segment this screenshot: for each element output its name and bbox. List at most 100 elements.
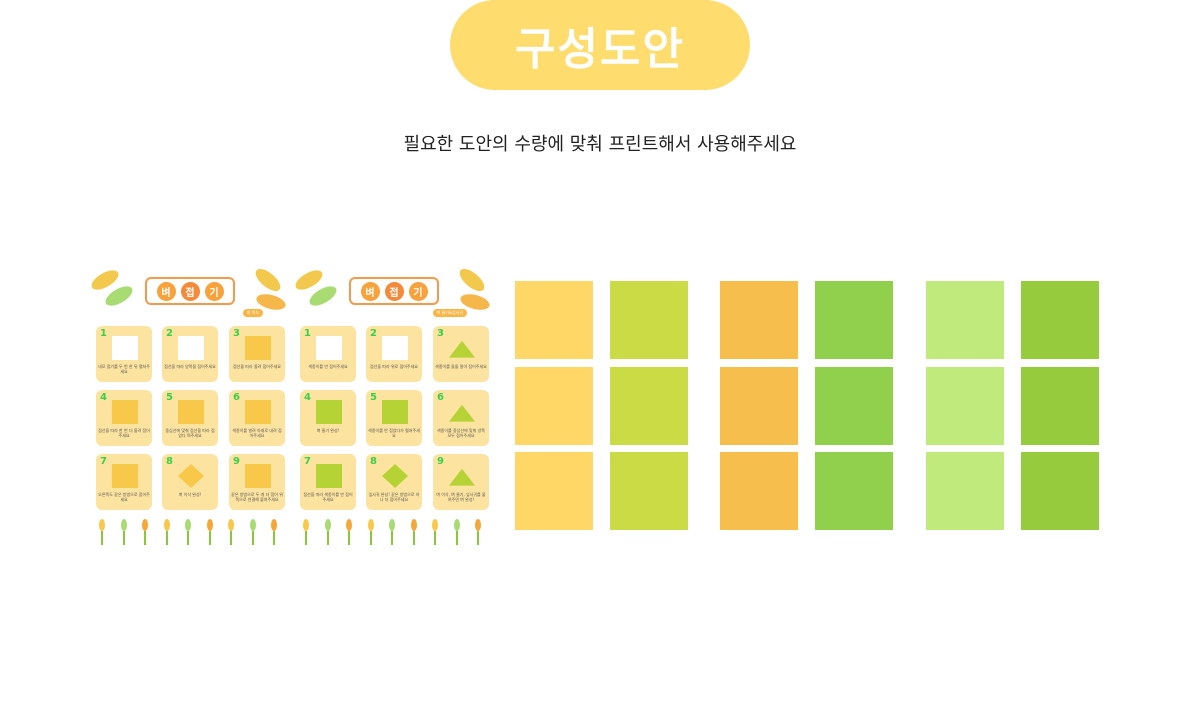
step-illustration (382, 336, 408, 360)
step-illustration (112, 464, 138, 488)
step-card: 8 잎사귀 완성! 같은 방법으로 하나 더 접어주세요 (366, 454, 422, 510)
step-caption: 점선을 따라 색종이를 반 접어주세요 (303, 492, 353, 502)
color-paper-square (926, 367, 1004, 445)
step-number: 5 (166, 392, 173, 403)
step-illustration (112, 336, 138, 360)
rice-sprout-decoration (472, 519, 484, 547)
rice-sprout-decoration (451, 519, 463, 547)
step-card: 5 색종이를 반 접었다가 펼쳐주세요 (366, 390, 422, 446)
rice-sprout-decoration (268, 519, 280, 547)
step-illustration (245, 464, 271, 488)
step-card: 8 벼 이삭 완성! (162, 454, 218, 510)
step-number: 4 (100, 392, 107, 403)
step-number: 8 (166, 456, 173, 467)
step-illustration (178, 464, 204, 488)
step-card: 9 벼 이삭, 벼 줄기, 잎사귀를 붙여주면 벼 완성! (433, 454, 489, 510)
step-number: 3 (437, 328, 444, 339)
step-card: 5 중심선에 맞춰 점선을 따라 접었다 펴주세요 (162, 390, 218, 446)
rice-leaf-decoration (252, 264, 284, 296)
step-card: 9 같은 방법으로 두 개 더 접어 위쪽으로 연결해 붙여주세요 (229, 454, 285, 510)
step-number: 9 (233, 456, 240, 467)
step-card: 2 점선을 따라 위로 접어주세요 (366, 326, 422, 382)
title-char: 접 (384, 281, 404, 301)
section-title-pill: 구성도안 (450, 0, 750, 90)
color-paper-square (1021, 452, 1099, 530)
step-caption: 벼 이삭, 벼 줄기, 잎사귀를 붙여주면 벼 완성! (436, 492, 486, 502)
color-paper-square (815, 281, 893, 359)
step-caption: 색종이를 중심선에 맞춰 양쪽 모두 접어주세요 (437, 428, 485, 438)
color-paper-square (815, 452, 893, 530)
sheet-badge: 벼 이삭 (242, 309, 263, 317)
step-illustration (449, 404, 475, 422)
rice-sprout-decoration (139, 519, 151, 547)
step-caption: 색종이를 돌돌 말아 접어주세요 (435, 364, 487, 369)
rice-leaf-decoration (456, 264, 488, 296)
color-paper-square (515, 281, 593, 359)
step-number: 5 (370, 392, 377, 403)
step-caption: 점선을 따라 양쪽을 접어주세요 (164, 364, 216, 369)
color-paper-square (515, 452, 593, 530)
step-caption: 색종이를 벌려 아래로 내려 접어주세요 (232, 428, 282, 438)
step-card: 7 오른쪽도 같은 방법으로 접어주세요 (96, 454, 152, 510)
step-number: 2 (370, 328, 377, 339)
step-caption: 네모 접기를 두 번 한 뒤 펼쳐주세요 (98, 364, 150, 374)
color-paper-square (926, 281, 1004, 359)
color-paper-square (926, 452, 1004, 530)
step-caption: 벼 줄기 완성! (316, 428, 340, 433)
color-paper-square (1021, 281, 1099, 359)
step-number: 1 (100, 328, 107, 339)
step-card: 6 색종이를 벌려 아래로 내려 접어주세요 (229, 390, 285, 446)
step-caption: 색종이를 반 접었다가 펼쳐주세요 (368, 428, 420, 438)
color-paper-square (1021, 367, 1099, 445)
rice-sprout-decoration (365, 519, 377, 547)
step-illustration (449, 468, 475, 486)
section-subtitle: 필요한 도안의 수량에 맞춰 프린트해서 사용해주세요 (403, 134, 797, 155)
rice-sprout-decoration (343, 519, 355, 547)
step-card: 2 점선을 따라 양쪽을 접어주세요 (162, 326, 218, 382)
title-char: 접 (180, 281, 200, 301)
rice-sprout-decoration (118, 519, 130, 547)
title-char: 기 (408, 281, 428, 301)
title-char: 벼 (360, 281, 380, 301)
step-illustration (382, 400, 408, 424)
step-illustration (316, 400, 342, 424)
color-paper-square (720, 367, 798, 445)
step-card: 3 색종이를 돌돌 말아 접어주세요 (433, 326, 489, 382)
step-illustration (112, 400, 138, 424)
rice-sprout-decoration (182, 519, 194, 547)
color-paper-square (720, 452, 798, 530)
step-card: 1 색종이를 반 접어주세요 (300, 326, 356, 382)
rice-sprout-decoration (247, 519, 259, 547)
step-card: 1 네모 접기를 두 번 한 뒤 펼쳐주세요 (96, 326, 152, 382)
step-number: 3 (233, 328, 240, 339)
step-number: 7 (304, 456, 311, 467)
step-number: 4 (304, 392, 311, 403)
color-paper-square (610, 452, 688, 530)
step-card: 3 점선을 따라 올려 접어주세요 (229, 326, 285, 382)
color-paper-square (610, 367, 688, 445)
step-caption: 같은 방법으로 두 개 더 접어 위쪽으로 연결해 붙여주세요 (231, 492, 283, 502)
step-caption: 점선을 따라 위로 접어주세요 (370, 364, 418, 369)
step-caption: 색종이를 반 접어주세요 (308, 364, 348, 369)
step-illustration (178, 336, 204, 360)
step-number: 6 (437, 392, 444, 403)
rice-sprout-decoration (96, 519, 108, 547)
step-illustration (178, 400, 204, 424)
step-card: 7 점선을 따라 색종이를 반 접어주세요 (300, 454, 356, 510)
rice-sprout-decoration (225, 519, 237, 547)
rice-sprout-decoration (408, 519, 420, 547)
step-card: 6 색종이를 중심선에 맞춰 양쪽 모두 접어주세요 (433, 390, 489, 446)
step-illustration (449, 340, 475, 358)
rice-sprout-decoration (386, 519, 398, 547)
color-paper-square (610, 281, 688, 359)
step-illustration (316, 336, 342, 360)
step-caption: 중심선에 맞춰 점선을 따라 접었다 펴주세요 (165, 428, 215, 438)
color-paper-square (815, 367, 893, 445)
rice-sprout-decoration (322, 519, 334, 547)
step-number: 9 (437, 456, 444, 467)
color-paper-square (515, 367, 593, 445)
